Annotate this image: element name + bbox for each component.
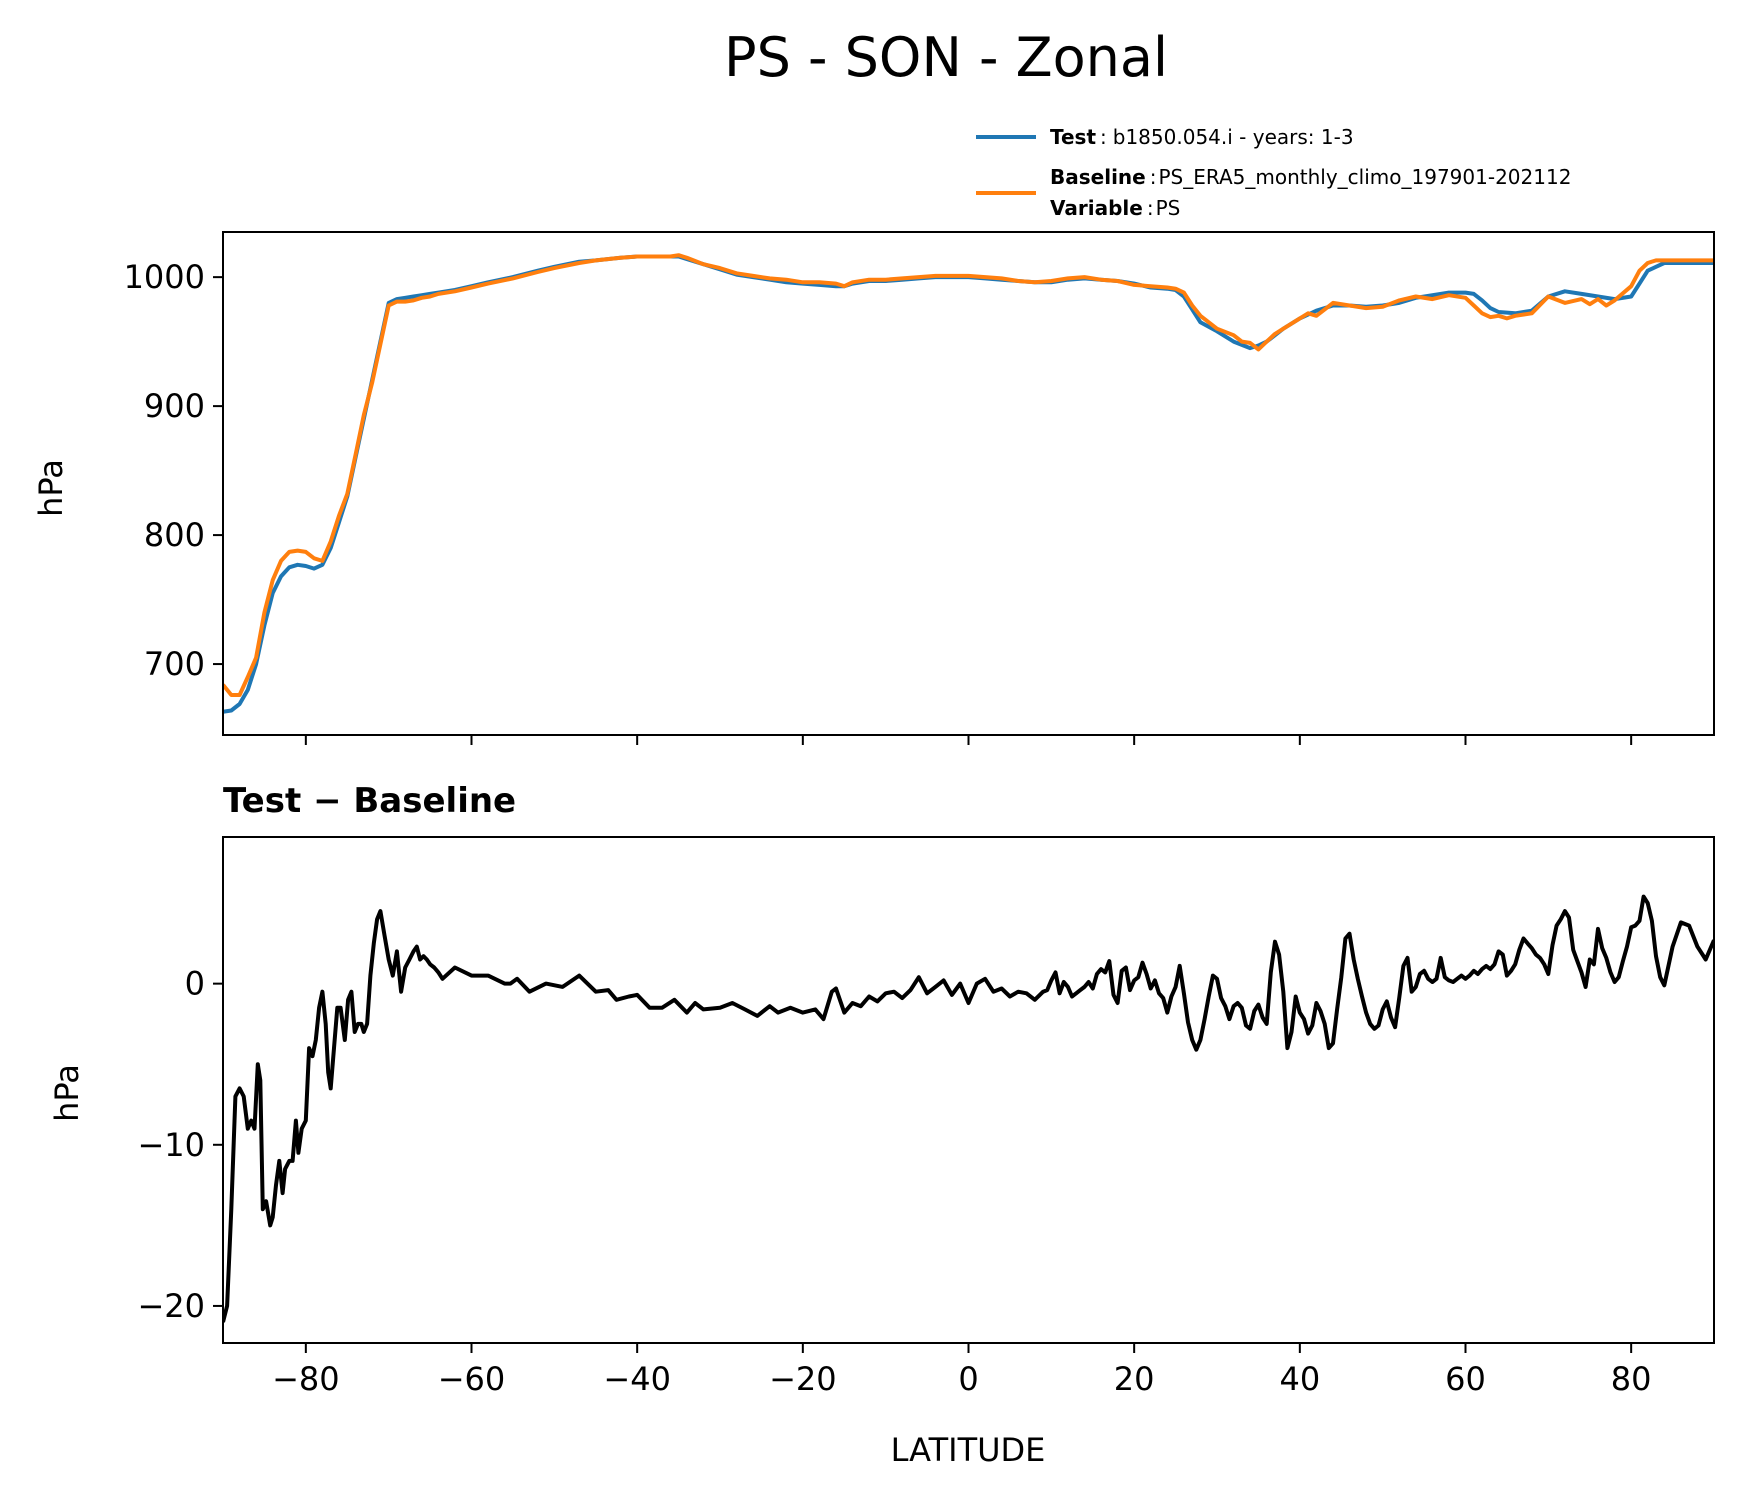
x-tick-label: 60: [1445, 1360, 1486, 1398]
x-tick-label: −20: [769, 1360, 837, 1398]
top-panel-ylabel: hPa: [32, 459, 70, 517]
y-tick-label: 1000: [124, 258, 205, 296]
series-line-2-1: [223, 894, 1714, 1323]
legend: Test: b1850.054.i - years: 1-3 Baseline: P…: [976, 125, 1571, 220]
y-tick-label: −20: [137, 1287, 205, 1325]
legend-variable-sep: :: [1147, 196, 1154, 220]
chart-title: PS - SON - Zonal: [724, 26, 1168, 89]
legend-variable-value: PS: [1156, 196, 1181, 220]
legend-baseline-key: Baseline: [1050, 165, 1146, 189]
bottom-panel: Test − Baseline −20 −10 0 −80 −60 −40 −20 0 20 4…: [48, 781, 1715, 1469]
x-tick-label: −40: [603, 1360, 671, 1398]
svg-text:Variable:PS: Variable: PS: [1050, 196, 1180, 220]
y-tick-label: 700: [144, 645, 205, 683]
legend-variable-key: Variable: [1050, 196, 1143, 220]
x-tick-label: −80: [272, 1360, 340, 1398]
legend-test-sep: :: [1100, 125, 1107, 149]
y-tick-label: −10: [137, 1126, 205, 1164]
x-tick-label: 40: [1279, 1360, 1320, 1398]
x-tick-label: −60: [438, 1360, 506, 1398]
y-tick-label: 800: [144, 516, 205, 554]
svg-text:Baseline:PS_ERA5_monthly_climo: Baseline: PS_ERA5_monthly_climo_197901-20…: [1050, 165, 1571, 189]
series-line-1-2: [223, 253, 1714, 697]
x-tick-label: 0: [958, 1360, 978, 1398]
bottom-panel-frame: [222, 836, 1715, 1344]
bottom-panel-ylabel: hPa: [48, 1064, 86, 1122]
legend-test-value: b1850.054.i - years: 1-3: [1113, 125, 1354, 149]
bottom-panel-subtitle: Test − Baseline: [223, 781, 516, 821]
top-panel: 700 800 900 1000 hPa: [32, 231, 1715, 745]
legend-test-key: Test: [1050, 125, 1096, 149]
y-tick-label: 0: [185, 965, 205, 1003]
x-axis-label: LATITUDE: [891, 1431, 1046, 1469]
legend-baseline-value: PS_ERA5_monthly_climo_197901-202112: [1158, 165, 1571, 189]
legend-baseline-sep: :: [1150, 165, 1157, 189]
svg-text:Test:b1850.054.i - years: 1-3: Test: b1850.054.i - years: 1-3: [1050, 125, 1354, 149]
x-tick-label: 80: [1611, 1360, 1652, 1398]
y-tick-label: 900: [144, 387, 205, 425]
top-panel-frame: [222, 231, 1715, 736]
x-tick-label: 20: [1114, 1360, 1155, 1398]
